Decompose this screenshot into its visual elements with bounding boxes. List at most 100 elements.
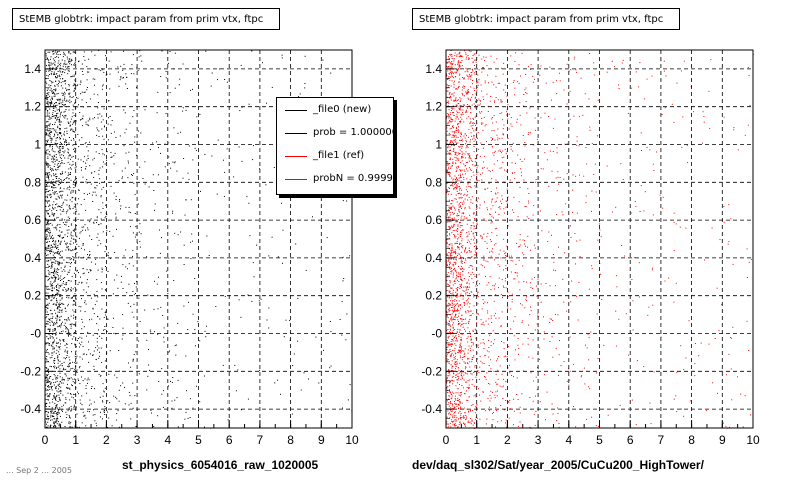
data-point: [457, 62, 459, 64]
data-point: [47, 182, 49, 184]
data-point: [453, 225, 455, 227]
data-point: [179, 78, 181, 80]
data-point: [300, 389, 302, 391]
data-point: [469, 410, 471, 411]
data-point: [465, 366, 467, 368]
data-point: [57, 262, 59, 264]
data-point: [71, 338, 73, 340]
data-point: [48, 353, 50, 355]
data-point: [452, 421, 454, 423]
data-point: [70, 280, 72, 282]
data-point: [463, 350, 465, 352]
data-point: [125, 206, 127, 208]
data-point: [134, 395, 136, 397]
data-point: [70, 224, 72, 226]
data-point: [67, 387, 69, 389]
data-point: [446, 253, 448, 255]
data-point: [47, 292, 49, 294]
data-point: [476, 223, 478, 225]
data-point: [56, 77, 58, 79]
data-point: [94, 54, 96, 56]
data-point: [103, 161, 104, 163]
data-point: [57, 326, 59, 328]
data-point: [192, 159, 194, 161]
data-point: [48, 318, 50, 320]
data-point: [47, 254, 49, 256]
data-point: [452, 326, 454, 328]
data-point: [96, 236, 98, 238]
data-point: [459, 402, 461, 404]
data-point: [458, 204, 460, 206]
data-point: [497, 137, 499, 139]
data-point: [451, 71, 453, 73]
data-point: [461, 268, 463, 270]
data-point: [63, 287, 65, 288]
data-point: [47, 156, 49, 158]
data-point: [196, 116, 198, 118]
data-point: [58, 383, 60, 385]
data-point: [468, 58, 470, 60]
data-point: [478, 371, 480, 373]
data-point: [75, 357, 77, 359]
data-point: [89, 221, 91, 223]
data-point: [47, 369, 49, 371]
data-point: [51, 103, 53, 105]
data-point: [103, 412, 105, 413]
data-point: [281, 202, 282, 204]
data-point: [464, 71, 466, 73]
data-point: [465, 323, 467, 324]
data-point: [49, 145, 51, 147]
data-point: [54, 218, 56, 220]
data-point: [157, 333, 159, 335]
data-point: [473, 122, 475, 124]
data-point: [464, 50, 466, 52]
data-point: [67, 216, 69, 218]
data-point: [47, 386, 49, 388]
data-point: [450, 411, 452, 412]
data-point: [98, 130, 100, 132]
data-point: [215, 306, 217, 307]
data-point: [59, 71, 61, 73]
data-point: [70, 76, 72, 78]
data-point: [472, 122, 473, 124]
data-point: [452, 370, 454, 372]
data-point: [449, 120, 451, 122]
data-point: [483, 363, 485, 364]
data-point: [49, 146, 51, 148]
data-point: [473, 213, 475, 215]
data-point: [58, 196, 60, 198]
data-point: [53, 281, 55, 283]
data-point: [450, 419, 452, 421]
data-point: [113, 395, 115, 397]
data-point: [47, 321, 49, 323]
data-point: [450, 95, 452, 97]
data-point: [61, 154, 63, 156]
data-point: [459, 362, 461, 364]
data-point: [475, 186, 477, 188]
data-point: [496, 360, 498, 362]
data-point: [53, 297, 55, 299]
data-point: [457, 306, 459, 308]
data-point: [446, 358, 448, 360]
data-point: [452, 72, 454, 74]
data-point: [72, 393, 74, 395]
data-point: [446, 212, 448, 214]
data-point: [61, 160, 63, 161]
data-point: [50, 383, 52, 385]
data-point: [448, 172, 449, 173]
data-point: [174, 161, 176, 163]
data-point: [447, 193, 449, 195]
data-point: [448, 398, 449, 400]
data-point: [60, 121, 62, 123]
data-point: [55, 245, 57, 247]
data-point: [68, 61, 70, 63]
data-point: [59, 277, 61, 279]
data-point: [54, 276, 56, 278]
data-point: [69, 96, 71, 98]
data-point: [465, 91, 467, 93]
data-point: [70, 333, 72, 335]
data-point: [447, 272, 449, 274]
data-point: [60, 331, 62, 333]
data-point: [493, 61, 495, 63]
data-point: [52, 412, 54, 414]
